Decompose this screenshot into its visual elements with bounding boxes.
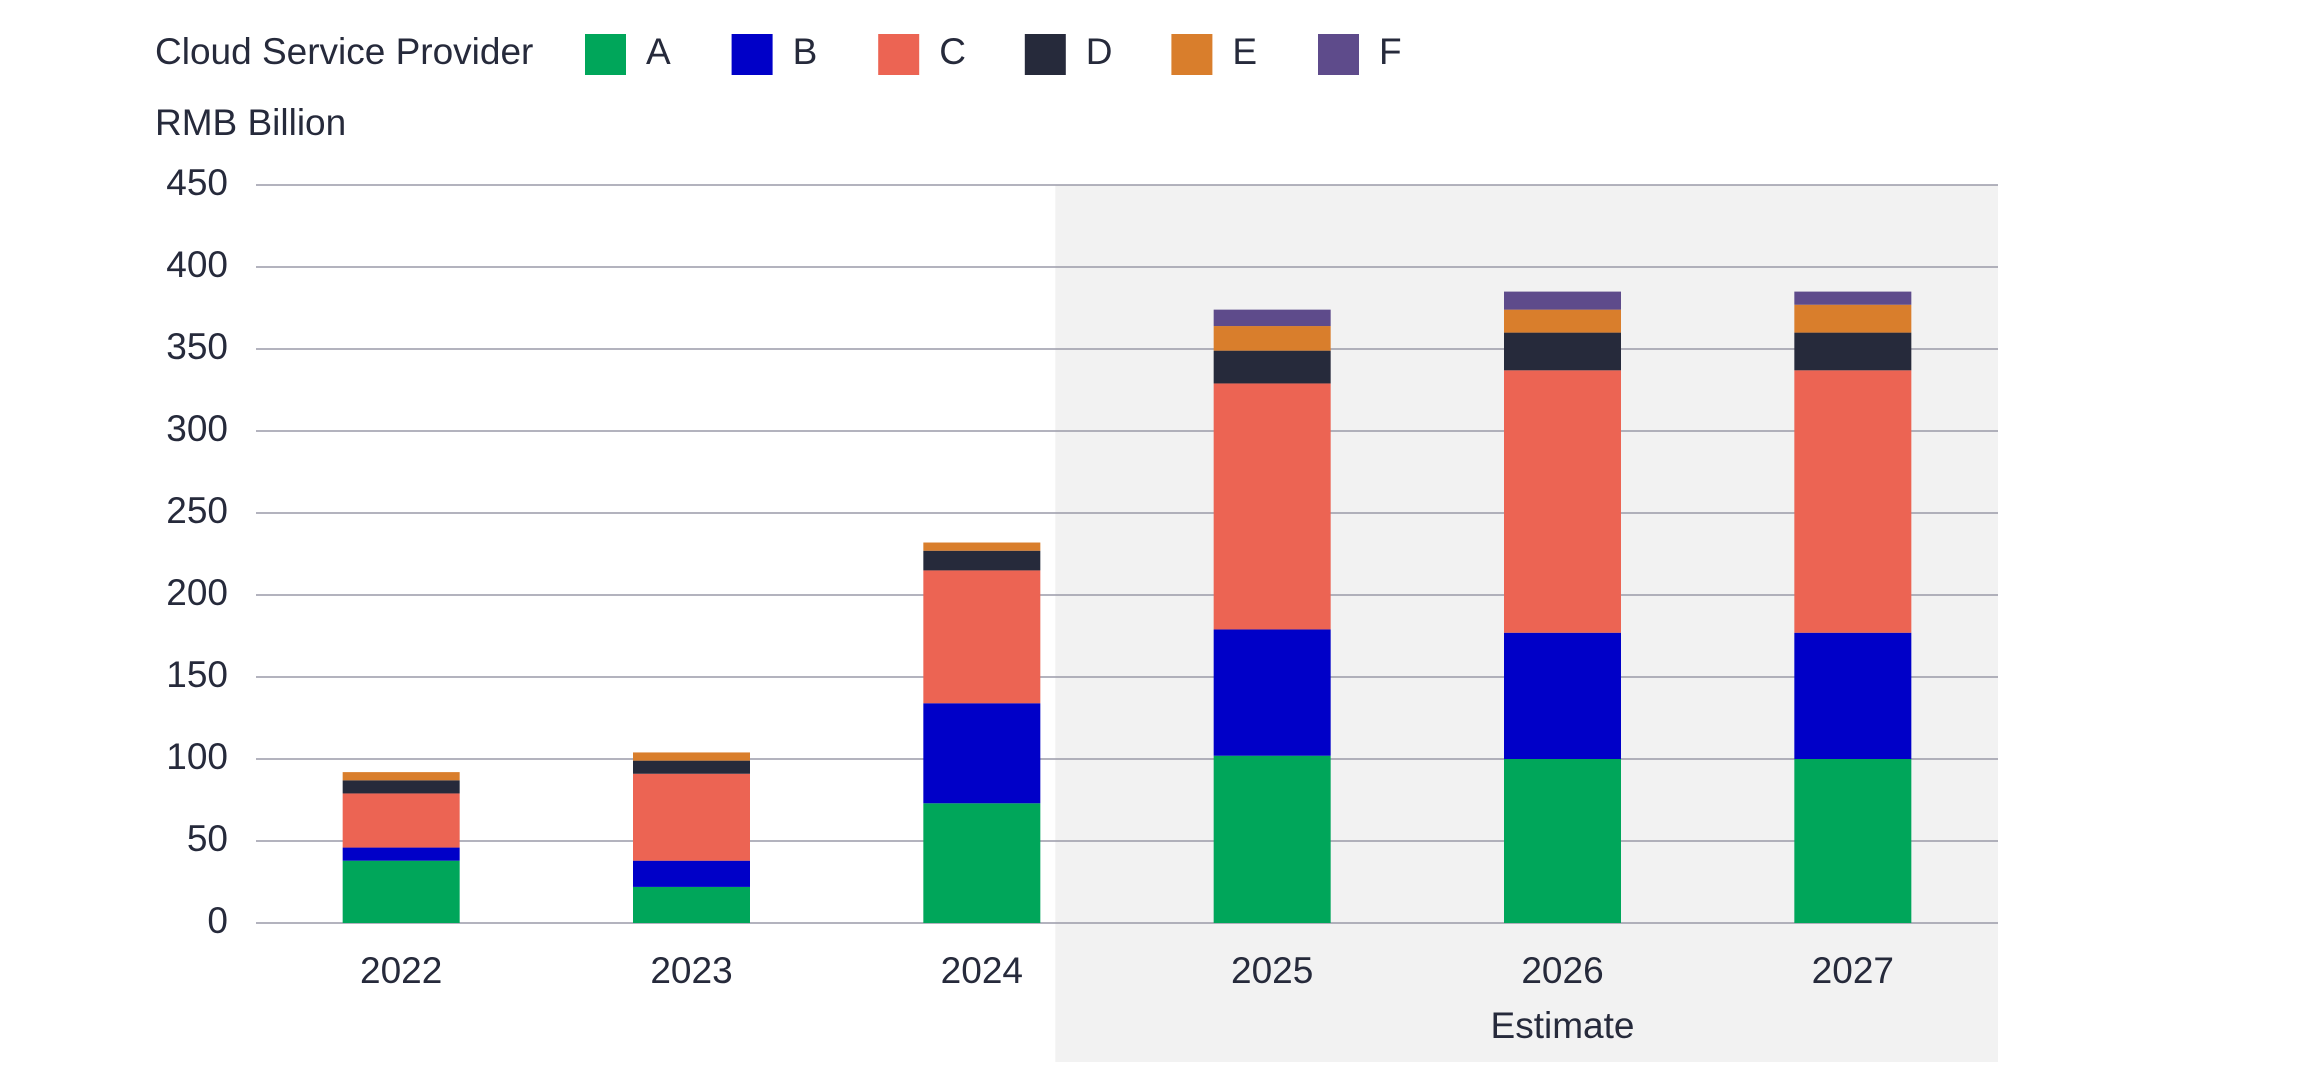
x-tick-label: 2025 bbox=[1231, 950, 1313, 991]
legend-swatch bbox=[1318, 34, 1359, 75]
bar-segment bbox=[1794, 332, 1912, 371]
x-tick-label: 2026 bbox=[1521, 950, 1603, 991]
legend-label: B bbox=[793, 31, 818, 72]
x-tick-label: 2027 bbox=[1812, 950, 1894, 991]
bar-segment bbox=[342, 793, 460, 848]
bar-segment bbox=[342, 847, 460, 861]
y-tick-label: 200 bbox=[166, 572, 228, 613]
legend-label: E bbox=[1232, 31, 1257, 72]
legend-title: Cloud Service Provider bbox=[155, 31, 533, 72]
bar-segment bbox=[1504, 291, 1621, 310]
bar-segment bbox=[1504, 759, 1621, 923]
bar-segment bbox=[1504, 332, 1621, 371]
estimate-label: Estimate bbox=[1491, 1005, 1635, 1046]
bar-segment bbox=[923, 542, 1041, 551]
legend-swatch bbox=[1024, 34, 1066, 75]
y-axis-label: RMB Billion bbox=[155, 102, 346, 143]
legend-swatch bbox=[878, 34, 920, 75]
y-tick-label: 350 bbox=[166, 326, 228, 367]
legend-label: A bbox=[646, 31, 671, 72]
bar-segment bbox=[633, 773, 750, 861]
bar-segment bbox=[1794, 632, 1912, 759]
x-tick-label: 2023 bbox=[650, 950, 732, 991]
bar-segment bbox=[923, 570, 1041, 704]
bar-segment bbox=[633, 760, 750, 774]
bar-segment bbox=[1213, 309, 1331, 327]
bar-segment bbox=[1504, 632, 1621, 759]
bar-segment bbox=[1794, 291, 1912, 305]
bar-segment bbox=[923, 703, 1041, 804]
bar-segment bbox=[342, 772, 460, 781]
bar-segment bbox=[1504, 309, 1621, 333]
bar-segment bbox=[633, 886, 750, 923]
bar-segment bbox=[1794, 304, 1912, 333]
x-tick-label: 2024 bbox=[941, 950, 1023, 991]
bar-segment bbox=[1504, 370, 1621, 633]
y-tick-label: 50 bbox=[187, 818, 228, 859]
bar-segment bbox=[342, 780, 460, 794]
bar-segment bbox=[633, 860, 750, 887]
bar-segment bbox=[1213, 326, 1331, 351]
y-tick-label: 250 bbox=[166, 490, 228, 531]
legend-swatch bbox=[585, 34, 626, 75]
bar-segment bbox=[1794, 370, 1912, 633]
legend-label: D bbox=[1086, 31, 1113, 72]
bar-segment bbox=[1213, 629, 1331, 756]
y-tick-label: 400 bbox=[166, 244, 228, 285]
bar-segment bbox=[633, 752, 750, 761]
legend-label: C bbox=[939, 31, 966, 72]
legend-swatch bbox=[1171, 34, 1213, 75]
y-tick-label: 150 bbox=[166, 654, 228, 695]
legend-swatch bbox=[731, 34, 773, 75]
bar-segment bbox=[1213, 755, 1331, 923]
bar-segment bbox=[1213, 350, 1331, 384]
legend-label: F bbox=[1379, 31, 1402, 72]
bar-segment bbox=[923, 803, 1041, 923]
bar-segment bbox=[342, 860, 460, 923]
bar-segment bbox=[1794, 759, 1912, 923]
x-tick-label: 2022 bbox=[360, 950, 442, 991]
bar-segment bbox=[923, 550, 1041, 571]
y-tick-label: 300 bbox=[166, 408, 228, 449]
bar-segment bbox=[1213, 383, 1331, 630]
y-tick-label: 0 bbox=[207, 900, 228, 941]
y-tick-label: 100 bbox=[166, 736, 228, 777]
y-tick-label: 450 bbox=[166, 162, 228, 203]
